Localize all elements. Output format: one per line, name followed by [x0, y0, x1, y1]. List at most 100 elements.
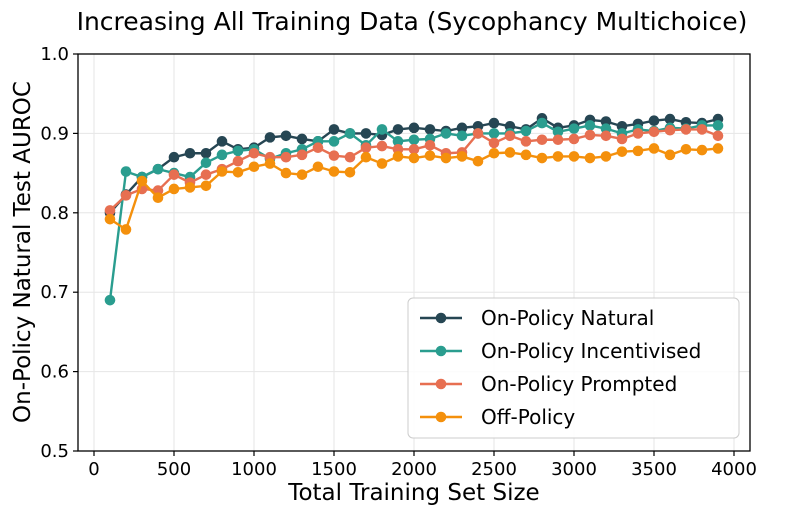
data-point	[360, 142, 372, 153]
data-point	[552, 134, 564, 146]
data-point	[632, 145, 644, 157]
data-point	[184, 182, 196, 193]
data-point	[120, 224, 132, 235]
data-point	[216, 166, 228, 177]
y-tick-label: 0.7	[40, 282, 69, 303]
data-point	[280, 130, 292, 142]
data-point	[312, 161, 324, 173]
data-point	[424, 140, 436, 151]
data-point	[312, 142, 324, 153]
y-axis-label: On-Policy Natural Test AUROC	[10, 81, 36, 423]
data-point	[472, 155, 484, 167]
data-point	[504, 130, 516, 142]
data-point	[328, 166, 340, 177]
data-point	[232, 145, 244, 157]
x-tick-label: 3500	[631, 459, 677, 480]
data-point	[296, 133, 308, 145]
data-point	[392, 151, 404, 162]
y-tick-label: 0.8	[40, 203, 69, 224]
data-point	[456, 130, 468, 142]
x-axis-label: Total Training Set Size	[287, 480, 539, 506]
data-point	[200, 147, 212, 159]
data-point	[232, 167, 244, 178]
data-point	[296, 149, 308, 161]
legend-label: On-Policy Natural	[481, 306, 654, 330]
data-point	[712, 143, 724, 154]
data-point	[472, 128, 484, 139]
legend: On-Policy Natural On-Policy Incentivised O…	[407, 297, 740, 439]
data-point	[616, 146, 628, 157]
data-point	[696, 144, 708, 156]
data-point	[392, 136, 404, 147]
legend-label: On-Policy Incentivised	[481, 339, 701, 363]
data-point	[424, 150, 436, 161]
legend-label: On-Policy Prompted	[481, 372, 677, 396]
legend-item: On-Policy Prompted	[420, 372, 677, 396]
data-point	[488, 128, 500, 139]
data-point	[104, 205, 116, 216]
data-point	[680, 124, 692, 135]
x-tick-label: 2500	[471, 459, 517, 480]
x-tick-label: 1000	[231, 459, 277, 480]
data-point	[360, 128, 372, 139]
data-point	[344, 151, 356, 163]
x-tick-label: 4000	[711, 459, 757, 480]
data-point	[488, 137, 500, 149]
data-point	[520, 149, 532, 161]
legend-swatch-marker	[435, 411, 447, 423]
data-point	[200, 169, 212, 180]
x-tick-label: 0	[88, 459, 99, 480]
data-point	[536, 134, 548, 146]
data-point	[712, 130, 724, 142]
data-point	[360, 151, 372, 163]
data-point	[328, 136, 340, 147]
data-point	[696, 124, 708, 135]
data-point	[536, 117, 548, 129]
data-point	[552, 126, 564, 138]
data-point	[232, 155, 244, 167]
x-tick-label: 500	[157, 459, 191, 480]
data-point	[120, 190, 132, 201]
data-point	[648, 115, 660, 126]
data-point	[280, 167, 292, 179]
data-point	[456, 122, 468, 134]
data-point	[392, 124, 404, 135]
y-tick-label: 0.5	[40, 441, 69, 462]
data-point	[248, 147, 260, 159]
x-tick-label: 1500	[311, 459, 357, 480]
data-point	[296, 169, 308, 180]
data-point	[168, 151, 180, 163]
data-point	[408, 143, 420, 155]
data-point	[328, 150, 340, 161]
data-point	[712, 120, 724, 131]
data-point	[488, 147, 500, 159]
y-tick-label: 0.6	[40, 362, 69, 383]
y-tick-label: 0.9	[40, 123, 69, 144]
data-point	[376, 158, 388, 169]
data-point	[136, 175, 148, 187]
data-point	[424, 124, 436, 135]
legend-swatch-marker	[435, 378, 447, 390]
data-point	[568, 123, 580, 134]
data-point	[568, 133, 580, 145]
data-point	[280, 151, 292, 163]
series-group	[104, 113, 724, 306]
data-point	[168, 169, 180, 180]
data-point	[440, 128, 452, 139]
data-point	[104, 294, 116, 306]
data-point	[664, 113, 676, 125]
data-point	[248, 161, 260, 173]
x-tick-label: 2000	[391, 459, 437, 480]
data-point	[264, 158, 276, 169]
data-point	[376, 124, 388, 135]
data-point	[376, 140, 388, 152]
data-point	[264, 132, 276, 143]
data-point	[456, 151, 468, 162]
legend-swatch-marker	[435, 345, 447, 357]
data-point	[344, 167, 356, 178]
data-point	[488, 117, 500, 129]
legend-item: On-Policy Incentivised	[420, 339, 701, 363]
legend-swatch-marker	[435, 312, 447, 324]
chart-title: Increasing All Training Data (Sycophancy…	[77, 7, 748, 36]
